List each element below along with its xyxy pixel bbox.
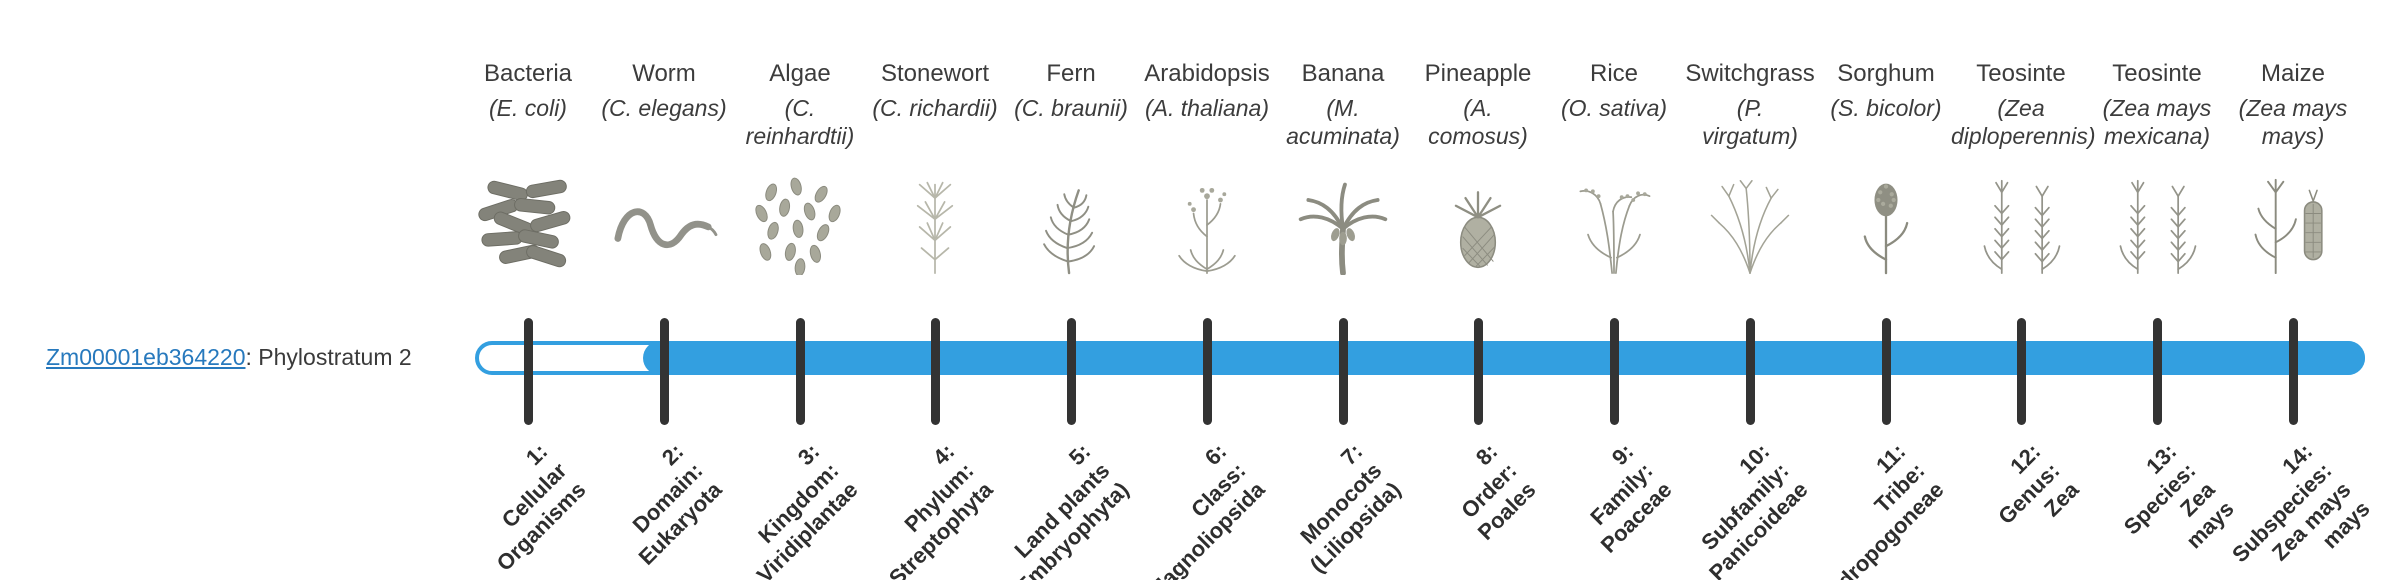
organism-column: Bacteria (E. coli) [458, 58, 598, 278]
fern-icon [1001, 172, 1141, 278]
tick-mark [2153, 318, 2162, 425]
tick-mark [1474, 318, 1483, 425]
organism-column: Arabidopsis (A. thaliana) [1137, 58, 1277, 278]
stonewort-icon [865, 172, 1005, 278]
organism-common-name: Bacteria [483, 60, 573, 87]
pineapple-icon [1408, 172, 1548, 278]
tick-mark [2289, 318, 2298, 425]
organism-common-name: Banana [1301, 60, 1385, 87]
maize-icon [2223, 172, 2363, 278]
organism-column: Banana (M. acuminata) [1273, 58, 1413, 278]
organism-scientific-name: (S. bicolor) [1830, 95, 1942, 121]
tick-mark [1882, 318, 1891, 425]
organism-scientific-name: (M. acuminata) [1286, 95, 1400, 149]
gene-id-link[interactable]: Zm00001eb364220 [46, 344, 246, 370]
tick-mark [1339, 318, 1348, 425]
organism-common-name: Pineapple [1424, 60, 1532, 87]
organism-column: Teosinte (Zea mays mexicana) [2087, 58, 2227, 278]
organism-common-name: Teosinte [2112, 60, 2202, 87]
organism-column: Worm (C. elegans) [594, 58, 734, 278]
organism-scientific-name: (Zea mays mays) [2238, 95, 2348, 149]
phylostratum-text: : Phylostratum 2 [245, 344, 412, 370]
tick-mark [931, 318, 940, 425]
tick-mark [2017, 318, 2026, 425]
organism-scientific-name: (Zea mays mexicana) [2102, 95, 2212, 149]
organism-column: Rice (O. sativa) [1544, 58, 1684, 278]
timeline-bar-fill [643, 341, 2365, 375]
tick-mark [796, 318, 805, 425]
organism-scientific-name: (C. richardii) [872, 95, 998, 121]
algae-icon [730, 172, 870, 278]
organism-common-name: Fern [1046, 60, 1096, 87]
organism-column: Pineapple (A. comosus) [1408, 58, 1548, 278]
organism-common-name: Switchgrass [1685, 60, 1815, 87]
organism-column: Switchgrass (P. virgatum) [1680, 58, 1820, 278]
tick-mark [1203, 318, 1212, 425]
worm-icon [594, 172, 734, 278]
organism-column: Stonewort (C. richardii) [865, 58, 1005, 278]
organism-column: Teosinte (Zea diploperennis) [1951, 58, 2096, 278]
tick-mark [1610, 318, 1619, 425]
organism-common-name: Teosinte [1976, 60, 2066, 87]
organism-common-name: Maize [2260, 60, 2326, 87]
organism-scientific-name: (C. reinhardtii) [745, 95, 855, 149]
banana-icon [1273, 172, 1413, 278]
organism-scientific-name: (C. braunii) [1014, 95, 1128, 121]
tick-mark [524, 318, 533, 425]
organism-common-name: Worm [632, 60, 696, 87]
teosinte-diploperennis-icon [1951, 172, 2091, 278]
organism-column: Maize (Zea mays mays) [2223, 58, 2363, 278]
gene-label: Zm00001eb364220: Phylostratum 2 [46, 343, 412, 371]
organism-common-name: Rice [1589, 60, 1638, 87]
tick-mark [1067, 318, 1076, 425]
teosinte-mexicana-icon [2087, 172, 2227, 278]
organism-common-name: Arabidopsis [1144, 60, 1270, 87]
organism-common-name: Algae [769, 60, 831, 87]
organism-scientific-name: (A. comosus) [1428, 95, 1528, 149]
rice-icon [1544, 172, 1684, 278]
organism-column: Fern (C. braunii) [1001, 58, 1141, 278]
bacteria-icon [458, 172, 598, 278]
organism-scientific-name: (O. sativa) [1560, 95, 1668, 121]
timeline-bar [475, 341, 2365, 375]
tick-mark [660, 318, 669, 425]
organism-scientific-name: (P. virgatum) [1702, 95, 1798, 149]
sorghum-icon [1816, 172, 1956, 278]
organism-common-name: Sorghum [1837, 60, 1935, 87]
organism-scientific-name: (E. coli) [489, 95, 567, 121]
organism-scientific-name: (A. thaliana) [1144, 95, 1269, 121]
organism-scientific-name: (Zea diploperennis) [1951, 95, 2096, 149]
organism-column: Algae (C. reinhardtii) [730, 58, 870, 278]
tick-mark [1746, 318, 1755, 425]
organism-column: Sorghum (S. bicolor) [1816, 58, 1956, 278]
switchgrass-icon [1680, 172, 1820, 278]
organism-common-name: Stonewort [880, 60, 990, 87]
organism-scientific-name: (C. elegans) [601, 95, 727, 121]
arabidopsis-icon [1137, 172, 1277, 278]
